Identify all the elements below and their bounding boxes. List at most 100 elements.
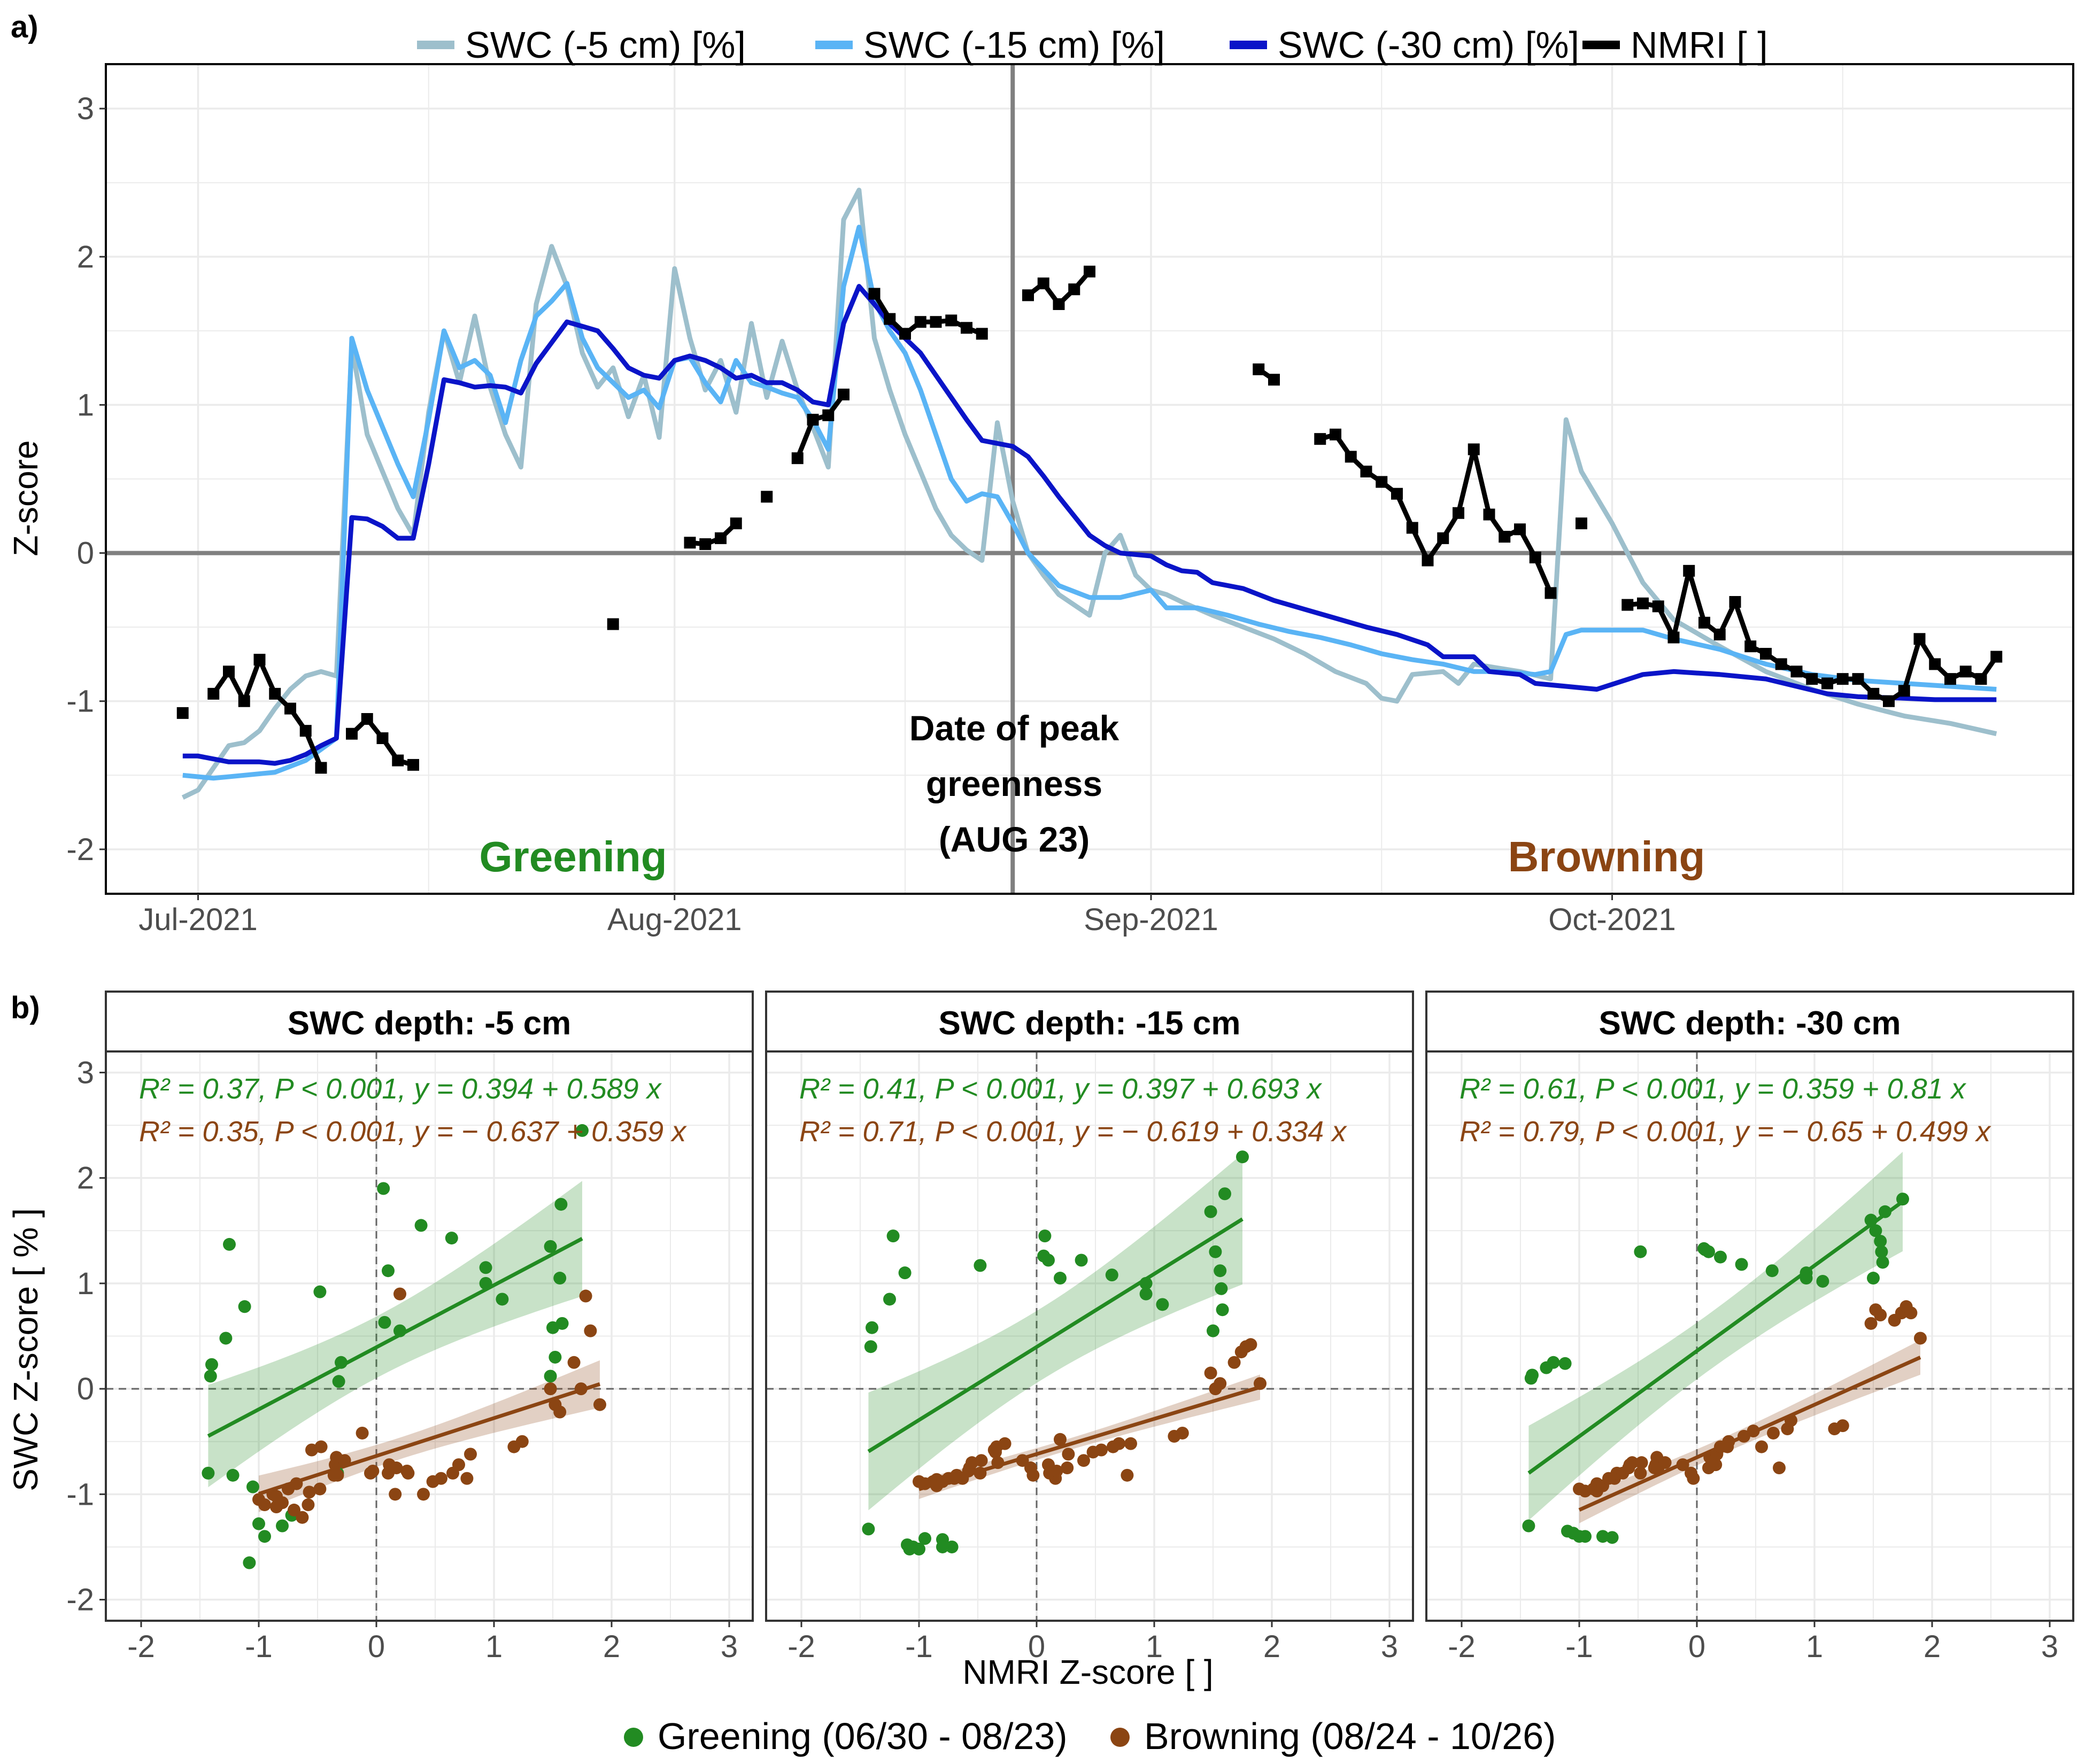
- nmri-point: [1790, 666, 1803, 678]
- nmri-point: [1929, 658, 1941, 670]
- nmri-point: [1852, 673, 1864, 685]
- facet-strip-label: SWC depth: -30 cm: [1599, 1005, 1901, 1042]
- nmri-point: [1468, 443, 1480, 455]
- browning-point: [452, 1458, 465, 1472]
- greening-equation: R² = 0.61, P < 0.001, y = 0.359 + 0.81 x: [1460, 1073, 1967, 1105]
- x-tick-label: 2: [1924, 1629, 1941, 1664]
- legend-label: Greening (06/30 - 08/23): [658, 1715, 1068, 1757]
- nmri-point: [884, 313, 896, 325]
- browning-equation: R² = 0.71, P < 0.001, y = − 0.619 + 0.33…: [799, 1116, 1347, 1148]
- greening-point: [1800, 1272, 1813, 1285]
- browning-point: [1626, 1456, 1639, 1469]
- greening-point: [1054, 1272, 1067, 1285]
- facet-strip: [765, 991, 1414, 1053]
- nmri-point: [1975, 673, 1987, 685]
- nmri-point: [1499, 531, 1511, 543]
- greening-point: [377, 1182, 390, 1195]
- nmri-point: [1314, 433, 1326, 445]
- greening-point: [1702, 1245, 1715, 1258]
- x-tick-label: 3: [721, 1629, 738, 1664]
- facet-strip: [105, 991, 754, 1053]
- greening-point: [332, 1375, 345, 1388]
- browning-point: [460, 1472, 474, 1485]
- greening-point: [1156, 1298, 1169, 1311]
- facet-border: [105, 1050, 754, 1622]
- greening-point: [1816, 1274, 1829, 1288]
- greening-fit-line: [867, 1217, 1244, 1453]
- y-tick-label: 1: [77, 388, 94, 422]
- nmri-point: [1652, 600, 1664, 613]
- x-tick-label: Oct-2021: [1548, 902, 1676, 937]
- y-tick-label: -2: [66, 1583, 94, 1618]
- browning-point: [998, 1437, 1011, 1450]
- nmri-point: [1729, 596, 1741, 608]
- y-tick-label: 2: [77, 1161, 94, 1196]
- nmri-point: [1037, 277, 1049, 290]
- y-tick-label: -2: [66, 832, 94, 867]
- x-tick-label: Sep-2021: [1084, 902, 1218, 937]
- greening-point: [1896, 1193, 1909, 1206]
- browning-point: [1214, 1377, 1227, 1390]
- legend-label: SWC (-30 cm) [%]: [1278, 24, 1579, 66]
- browning-point: [974, 1466, 987, 1480]
- browning-point: [574, 1382, 588, 1396]
- greening-point: [246, 1480, 259, 1494]
- browning-point: [1658, 1456, 1672, 1469]
- x-tick-label: 1: [1806, 1629, 1823, 1664]
- greening-point: [1204, 1205, 1217, 1218]
- browning-point: [1773, 1461, 1786, 1475]
- greening-point: [1735, 1258, 1748, 1271]
- nmri-point: [1836, 673, 1849, 685]
- nmri-point: [1821, 677, 1833, 690]
- browning-point: [258, 1498, 271, 1512]
- nmri-point: [176, 707, 189, 719]
- browning-point: [313, 1482, 327, 1496]
- browning-point: [1676, 1458, 1689, 1472]
- greening-point: [335, 1356, 348, 1369]
- peak-annotation-line: (AUG 23): [939, 819, 1090, 859]
- facet-strip: [1425, 991, 2074, 1053]
- greening-point: [1605, 1531, 1619, 1544]
- nmri-point: [791, 452, 804, 465]
- browning-point: [417, 1488, 430, 1501]
- nmri-point: [1406, 522, 1418, 534]
- x-tick-label: 1: [1146, 1629, 1163, 1664]
- nmri-line: [690, 521, 738, 547]
- greening-point: [1042, 1254, 1055, 1267]
- greening-point: [202, 1466, 215, 1480]
- nmri-point: [407, 759, 419, 771]
- nmri-point: [1698, 616, 1710, 629]
- nmri-point: [945, 314, 957, 327]
- legend-label: NMRI [ ]: [1631, 24, 1768, 66]
- greening-confidence-band: [868, 1154, 1242, 1511]
- browning-point: [1227, 1356, 1241, 1369]
- browning-point: [1050, 1464, 1063, 1477]
- nmri-point: [607, 618, 619, 630]
- browning-equation: R² = 0.35, P < 0.001, y = − 0.637 + 0.35…: [139, 1116, 687, 1148]
- series-line-swc15: [182, 225, 1997, 781]
- browning-point: [1113, 1437, 1125, 1450]
- nmri-point: [1529, 551, 1541, 563]
- browning-point: [389, 1488, 402, 1501]
- browning-point: [331, 1468, 344, 1482]
- x-tick-label: 2: [603, 1629, 620, 1664]
- browning-point: [515, 1435, 529, 1448]
- nmri-point: [392, 754, 404, 767]
- browning-point: [303, 1486, 316, 1499]
- nmri-point: [914, 316, 926, 328]
- greening-point: [1105, 1268, 1118, 1282]
- panel-b-ylabel: SWC Z-score [ % ]: [6, 1208, 45, 1491]
- greening-point: [1207, 1324, 1219, 1337]
- y-tick-label: 3: [77, 1055, 94, 1090]
- browning-point: [1874, 1309, 1887, 1322]
- browning-point: [1634, 1466, 1647, 1480]
- nmri-point: [1437, 532, 1449, 544]
- greening-point: [1714, 1250, 1727, 1264]
- greening-point: [313, 1285, 327, 1298]
- nmri-point: [1022, 289, 1034, 301]
- nmri-point: [1775, 658, 1787, 670]
- greening-point: [549, 1350, 562, 1364]
- x-tick-label: -1: [245, 1629, 273, 1664]
- peak-annotation-line: Date of peak: [909, 708, 1119, 748]
